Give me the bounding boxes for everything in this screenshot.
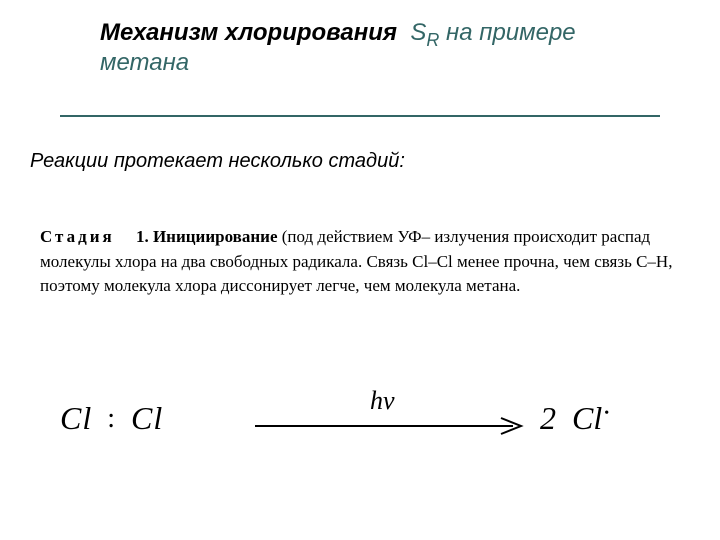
title-sr-s: S xyxy=(410,19,426,46)
eq-bond-colon: : xyxy=(107,403,116,435)
equation-left: Cl : Cl xyxy=(60,400,163,437)
horizontal-rule xyxy=(60,115,660,117)
equation: Cl : Cl hν 2 Cl• xyxy=(60,380,660,460)
slide-title: Механизм хлорирования SR на примере мета… xyxy=(100,18,660,78)
eq-cl1: Cl xyxy=(60,400,92,436)
slide: Механизм хлорирования SR на примере мета… xyxy=(0,0,720,540)
title-tail: на примере xyxy=(446,19,576,46)
title-sr: SR xyxy=(404,19,446,46)
eq-cl2: Cl xyxy=(131,400,163,436)
title-line2: метана xyxy=(100,49,189,76)
title-strong: Механизм хлорирования xyxy=(100,19,397,46)
intro-text: Реакции протекает несколько стадий: xyxy=(30,150,670,173)
stage-label: Стадия xyxy=(40,227,115,246)
title-sr-r: R xyxy=(426,30,439,50)
stage-num-bold: 1. Инициирование xyxy=(136,227,278,246)
equation-arrow xyxy=(255,416,525,436)
equation-right: 2 Cl• xyxy=(540,400,609,437)
eq-coeff: 2 xyxy=(540,400,556,436)
eq-radical-dot: • xyxy=(604,406,609,421)
equation-hv: hν xyxy=(370,386,395,416)
stage-paragraph: Стадия 1. Инициирование (под действием У… xyxy=(40,225,680,299)
eq-cl-product: Cl xyxy=(572,400,602,436)
stage-body: (под действием УФ– излучения происходит … xyxy=(40,227,672,295)
